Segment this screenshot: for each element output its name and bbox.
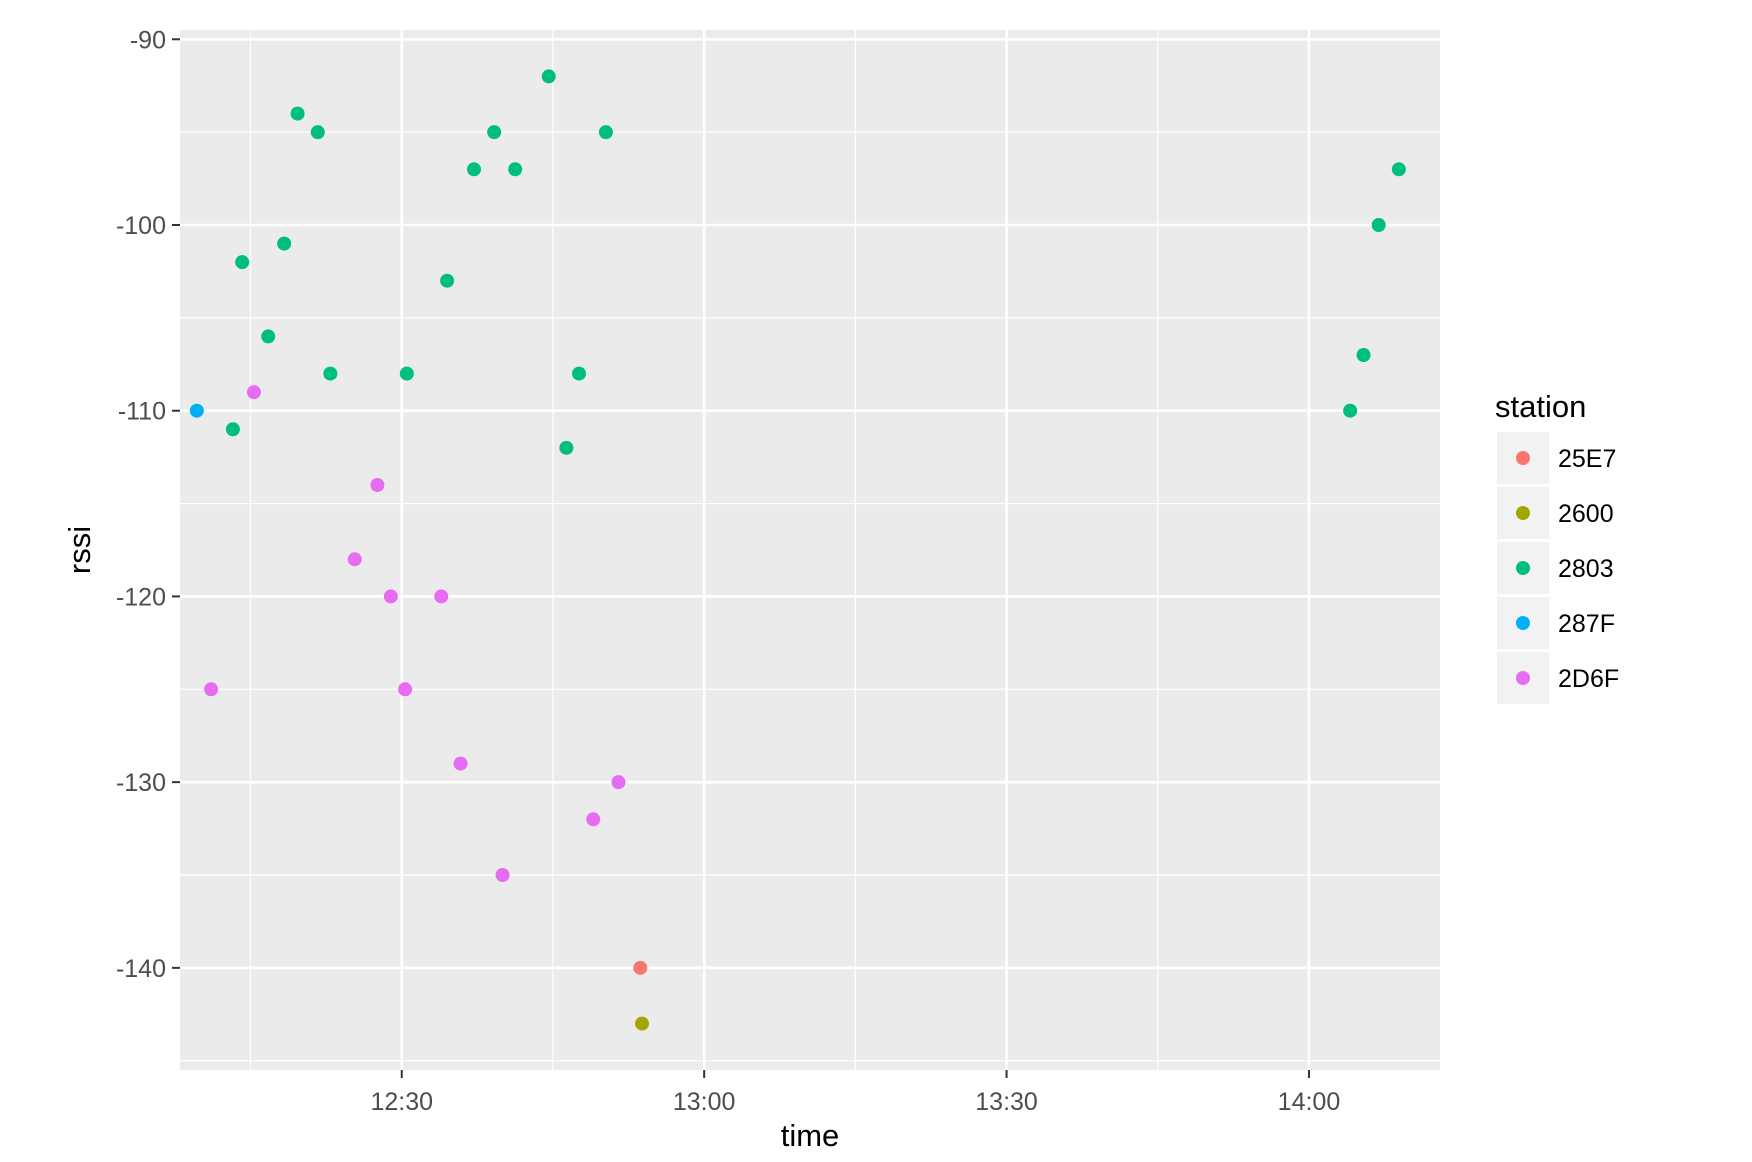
legend-swatch — [1516, 451, 1530, 465]
data-point — [189, 403, 204, 418]
legend-label: 2803 — [1558, 555, 1614, 583]
data-points — [189, 69, 1406, 1031]
data-point — [383, 589, 398, 604]
data-point — [1356, 348, 1371, 362]
y-axis-title: rssi — [62, 526, 97, 574]
x-axis: 12:30 13:00 13:30 14:00 — [370, 1070, 1340, 1116]
legend-swatch — [1516, 506, 1530, 520]
data-point — [434, 589, 449, 604]
data-point — [204, 682, 219, 697]
x-tick-label: 13:00 — [673, 1088, 736, 1116]
data-point — [508, 162, 523, 177]
data-point — [598, 125, 613, 140]
data-point — [467, 162, 481, 177]
legend: station 25E7 2600 2803 287F 2D6F — [1495, 389, 1619, 704]
data-point — [611, 775, 626, 790]
data-point — [487, 125, 502, 140]
legend-swatch — [1516, 671, 1530, 685]
y-tick-label: -140 — [116, 955, 166, 983]
legend-swatch — [1516, 561, 1530, 575]
data-point — [370, 478, 385, 492]
legend-label: 2D6F — [1558, 665, 1619, 693]
data-point — [572, 366, 586, 381]
data-point — [399, 366, 414, 381]
data-point — [453, 756, 468, 771]
x-tick-label: 13:30 — [975, 1088, 1038, 1116]
x-tick-label: 14:00 — [1278, 1088, 1341, 1116]
legend-label: 287F — [1558, 610, 1615, 638]
data-point — [398, 682, 413, 697]
data-point — [586, 812, 601, 827]
data-point — [261, 329, 276, 344]
data-point — [1371, 218, 1386, 232]
data-point — [323, 366, 338, 381]
minor-gridlines — [180, 30, 1440, 1070]
y-tick-label: -90 — [130, 26, 166, 54]
legend-swatch — [1516, 616, 1530, 630]
y-tick-label: -120 — [116, 583, 166, 611]
data-point — [235, 255, 250, 270]
plot-panel — [180, 30, 1440, 1070]
data-point — [495, 868, 510, 882]
y-axis: -90 -100 -110 -120 -130 -140 — [116, 26, 180, 983]
data-point — [277, 236, 292, 251]
data-point — [440, 273, 455, 288]
legend-label: 25E7 — [1558, 445, 1616, 473]
legend-label: 2600 — [1558, 500, 1614, 528]
data-point — [541, 69, 556, 84]
data-point — [1391, 162, 1406, 177]
major-gridlines — [180, 30, 1440, 1070]
data-point — [225, 422, 240, 437]
x-tick-label: 12:30 — [370, 1088, 433, 1116]
y-tick-label: -130 — [116, 769, 166, 797]
data-point — [246, 385, 261, 400]
x-axis-title: time — [781, 1118, 840, 1153]
data-point — [1343, 403, 1358, 418]
y-tick-label: -100 — [116, 212, 166, 240]
data-point — [633, 960, 648, 975]
y-tick-label: -110 — [118, 398, 166, 426]
data-point — [290, 106, 305, 121]
data-point — [635, 1016, 649, 1031]
data-point — [310, 125, 325, 140]
legend-title: station — [1495, 389, 1586, 424]
data-point — [559, 440, 574, 455]
data-point — [347, 552, 362, 567]
